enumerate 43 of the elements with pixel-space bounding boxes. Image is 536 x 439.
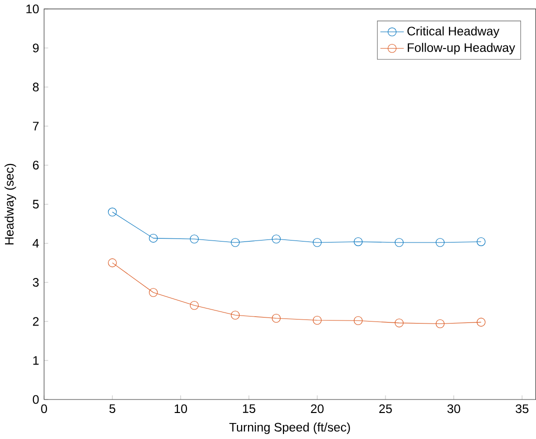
y-tick-label: 5	[32, 200, 39, 209]
y-tick-label: 7	[32, 122, 39, 131]
point	[190, 234, 199, 244]
x-tick-label: 10	[174, 404, 188, 414]
x-tick-label: 25	[379, 404, 392, 414]
point	[354, 316, 363, 326]
point	[476, 318, 486, 327]
y-tick-label: 3	[32, 278, 39, 287]
y-tick-label: 0	[32, 395, 39, 404]
point	[230, 238, 240, 248]
point	[272, 314, 281, 323]
point	[436, 320, 445, 328]
point	[394, 318, 404, 328]
x-tick-label: 30	[447, 404, 460, 414]
point	[436, 238, 445, 248]
point	[312, 238, 322, 248]
legend-label: Critical Headway	[407, 26, 500, 38]
point	[272, 234, 281, 244]
point	[354, 238, 363, 246]
y-tick-label: 4	[32, 239, 39, 248]
y-tick-label: 1	[33, 356, 39, 365]
y-tick-label: 10	[26, 4, 39, 14]
x-tick-label: 35	[516, 404, 528, 414]
point	[394, 238, 404, 248]
x-tick-label: 0	[41, 404, 48, 414]
y-tick-label: 9	[32, 44, 39, 53]
point	[148, 288, 158, 298]
point	[476, 238, 486, 246]
point	[312, 316, 322, 325]
x-tick-label: 5	[109, 404, 116, 414]
point	[148, 234, 158, 243]
point	[190, 301, 199, 310]
x-tick-label: 20	[310, 404, 324, 414]
y-axis-title: Headway (sec)	[4, 164, 16, 245]
y-tick-label: 8	[32, 82, 39, 92]
y-tick-label: 6	[32, 160, 39, 170]
y-tick-label: 2	[32, 317, 39, 326]
x-axis-title: Turning Speed (ft/sec)	[229, 422, 350, 434]
x-tick-label: 15	[243, 404, 256, 414]
legend-label: Follow-up Headway	[408, 43, 516, 55]
point	[108, 208, 117, 217]
point	[230, 310, 240, 320]
point	[108, 258, 117, 268]
